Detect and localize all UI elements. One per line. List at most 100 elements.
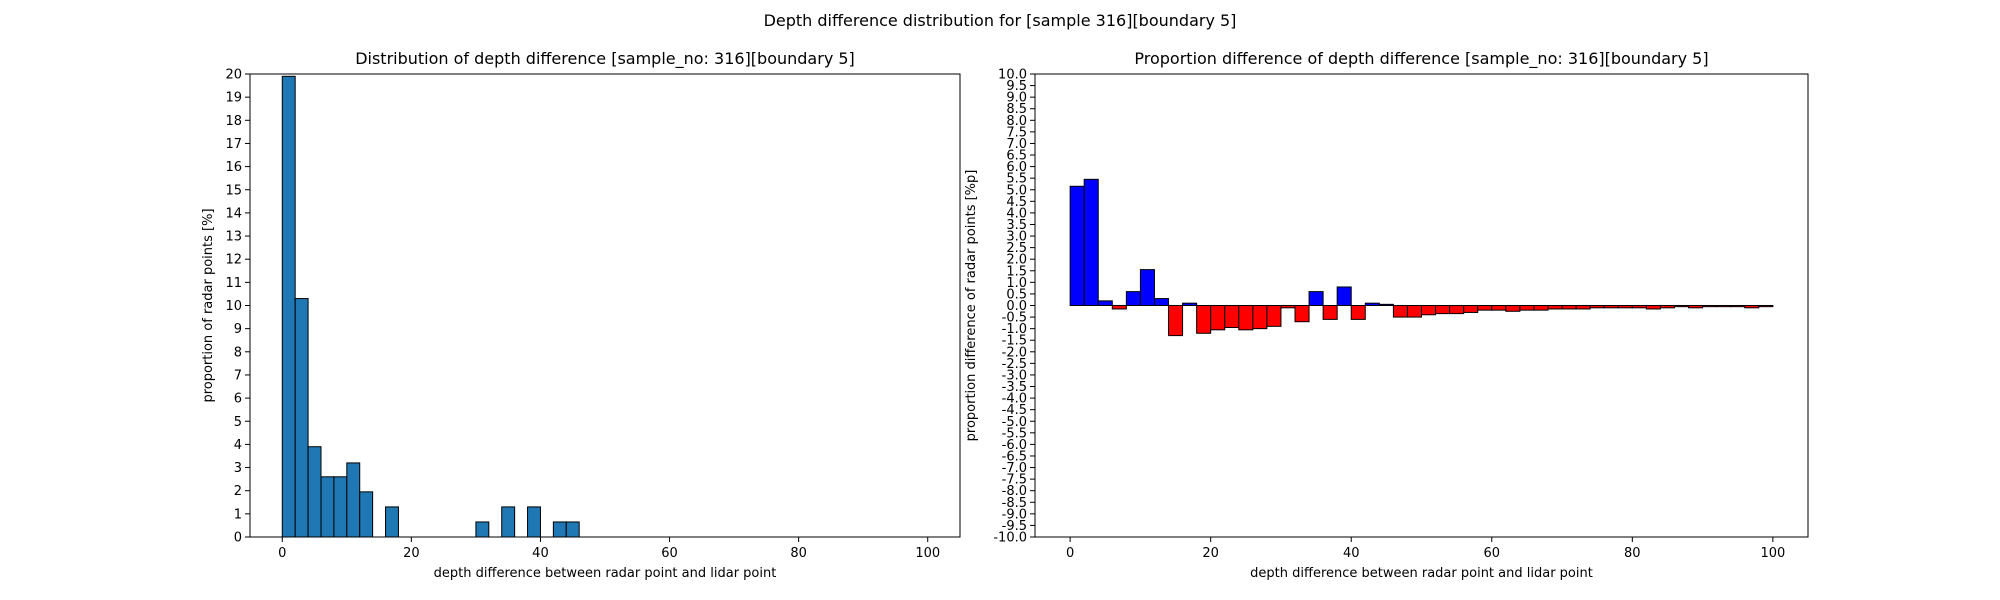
right-bar-47 [1730, 305, 1746, 308]
right-y-tick-label: -9.0 [1002, 507, 1027, 522]
right-y-tick-label: -1.5 [1002, 334, 1027, 349]
left-y-tick-label: 0 [234, 531, 242, 546]
left-x-tick-label: 20 [403, 546, 420, 561]
figure-suptitle: Depth difference distribution for [sampl… [764, 11, 1237, 30]
left-bar-1 [294, 298, 309, 538]
right-bar-4 [1125, 291, 1141, 306]
right-y-axis: -10.0-9.5-9.0-8.5-8.0-7.5-7.0-6.5-6.0-5.… [993, 68, 1035, 546]
right-y-tick-label: 8.0 [1006, 114, 1027, 129]
right-y-tick-label: 7.5 [1006, 125, 1027, 140]
right-bar-26 [1435, 305, 1451, 315]
left-bar-17 [501, 506, 516, 538]
right-bar-23 [1392, 305, 1408, 318]
right-chart-title: Proportion difference of depth differenc… [1134, 49, 1708, 69]
left-x-tick-label: 100 [915, 546, 940, 561]
right-y-tick-label: -6.5 [1002, 449, 1027, 464]
left-x-tick-label: 60 [661, 546, 678, 561]
left-y-tick-label: 19 [225, 91, 242, 106]
right-bar-14 [1266, 305, 1282, 327]
left-x-tick-label: 0 [278, 546, 286, 561]
right-bar-43 [1673, 305, 1690, 308]
right-bar-13 [1252, 305, 1268, 330]
right-y-tick-label: 6.0 [1006, 160, 1027, 175]
right-x-tick-label: 40 [1343, 546, 1360, 561]
right-bar-21 [1364, 302, 1380, 306]
right-bar-46 [1716, 305, 1732, 308]
right-x-tick-label: 80 [1624, 546, 1641, 561]
right-y-tick-label: -8.5 [1002, 496, 1027, 511]
left-x-tick-label: 40 [532, 546, 549, 561]
right-y-tick-label: 9.5 [1006, 79, 1027, 94]
chart-left: Distribution of depth difference [sample… [201, 49, 961, 581]
left-y-tick-label: 18 [225, 114, 242, 129]
right-y-tick-label: 5.0 [1006, 183, 1027, 198]
right-bar-44 [1688, 305, 1704, 309]
left-y-tick-label: 12 [225, 253, 242, 268]
left-bar-0 [281, 75, 296, 538]
left-bar-22 [565, 521, 580, 538]
left-y-tick-label: 4 [234, 438, 242, 453]
right-bar-37 [1589, 305, 1605, 309]
left-bar-6 [359, 491, 374, 538]
right-y-tick-label: 2.0 [1006, 253, 1027, 268]
right-y-tick-label: -2.0 [1002, 345, 1027, 360]
right-y-tick-label: 1.0 [1006, 276, 1027, 291]
left-bars [281, 75, 580, 538]
right-bar-29 [1477, 305, 1493, 311]
right-y-tick-label: -0.5 [1002, 311, 1027, 326]
right-y-tick-label: -7.5 [1002, 473, 1027, 488]
right-y-tick-label: -5.0 [1002, 415, 1027, 430]
left-y-tick-label: 5 [234, 415, 242, 430]
left-y-tick-label: 8 [234, 345, 242, 360]
right-bar-7 [1168, 305, 1184, 337]
right-bar-27 [1449, 305, 1465, 315]
right-x-axis-label: depth difference between radar point and… [1250, 566, 1593, 581]
right-bar-41 [1645, 305, 1661, 310]
left-y-tick-label: 16 [225, 160, 242, 175]
right-bar-12 [1238, 305, 1254, 331]
right-y-tick-label: 2.5 [1006, 241, 1027, 256]
right-x-tick-label: 0 [1066, 546, 1074, 561]
chart-right: Proportion difference of depth differenc… [964, 49, 1809, 581]
left-y-tick-label: 10 [225, 299, 242, 314]
right-bar-24 [1406, 305, 1422, 318]
right-bar-19 [1336, 286, 1352, 307]
left-y-tick-label: 11 [225, 276, 242, 291]
right-bar-10 [1210, 305, 1226, 331]
right-bar-39 [1617, 305, 1633, 309]
left-y-axis-label: proportion of radar points [%] [201, 208, 216, 402]
right-y-tick-label: 4.0 [1006, 206, 1027, 221]
left-y-tick-label: 9 [234, 322, 242, 337]
right-bar-48 [1744, 305, 1760, 309]
right-y-tick-label: -5.5 [1002, 426, 1027, 441]
right-bar-16 [1294, 305, 1310, 323]
right-y-tick-label: -8.0 [1002, 484, 1027, 499]
right-bar-38 [1603, 305, 1619, 309]
right-bar-49 [1758, 305, 1774, 308]
right-bar-20 [1350, 305, 1366, 320]
left-bar-19 [527, 506, 541, 538]
left-chart-title: Distribution of depth difference [sample… [355, 49, 855, 69]
left-y-tick-label: 3 [234, 461, 242, 476]
right-y-tick-label: 5.5 [1006, 172, 1027, 187]
right-x-tick-label: 60 [1483, 546, 1500, 561]
left-bar-2 [307, 446, 322, 538]
right-bar-1 [1083, 178, 1099, 307]
left-y-tick-label: 7 [234, 368, 242, 383]
right-y-tick-label: 0.5 [1006, 287, 1027, 302]
left-x-tick-label: 80 [790, 546, 807, 561]
left-bar-3 [320, 476, 335, 538]
right-bar-3 [1111, 305, 1127, 310]
right-bar-2 [1097, 300, 1113, 306]
right-y-axis-label: proportion difference of radar points [%… [964, 170, 979, 442]
right-y-tick-label: 4.5 [1006, 195, 1027, 210]
right-bar-25 [1421, 305, 1437, 316]
right-y-tick-label: 6.5 [1006, 149, 1027, 164]
right-y-tick-label: -6.0 [1002, 438, 1027, 453]
right-bar-34 [1547, 305, 1563, 310]
left-bar-21 [552, 521, 567, 538]
right-bar-22 [1378, 303, 1394, 306]
right-bar-42 [1659, 305, 1675, 309]
right-bar-11 [1224, 305, 1240, 328]
left-x-axis: 0 20 40 60 80 100 [278, 537, 940, 561]
